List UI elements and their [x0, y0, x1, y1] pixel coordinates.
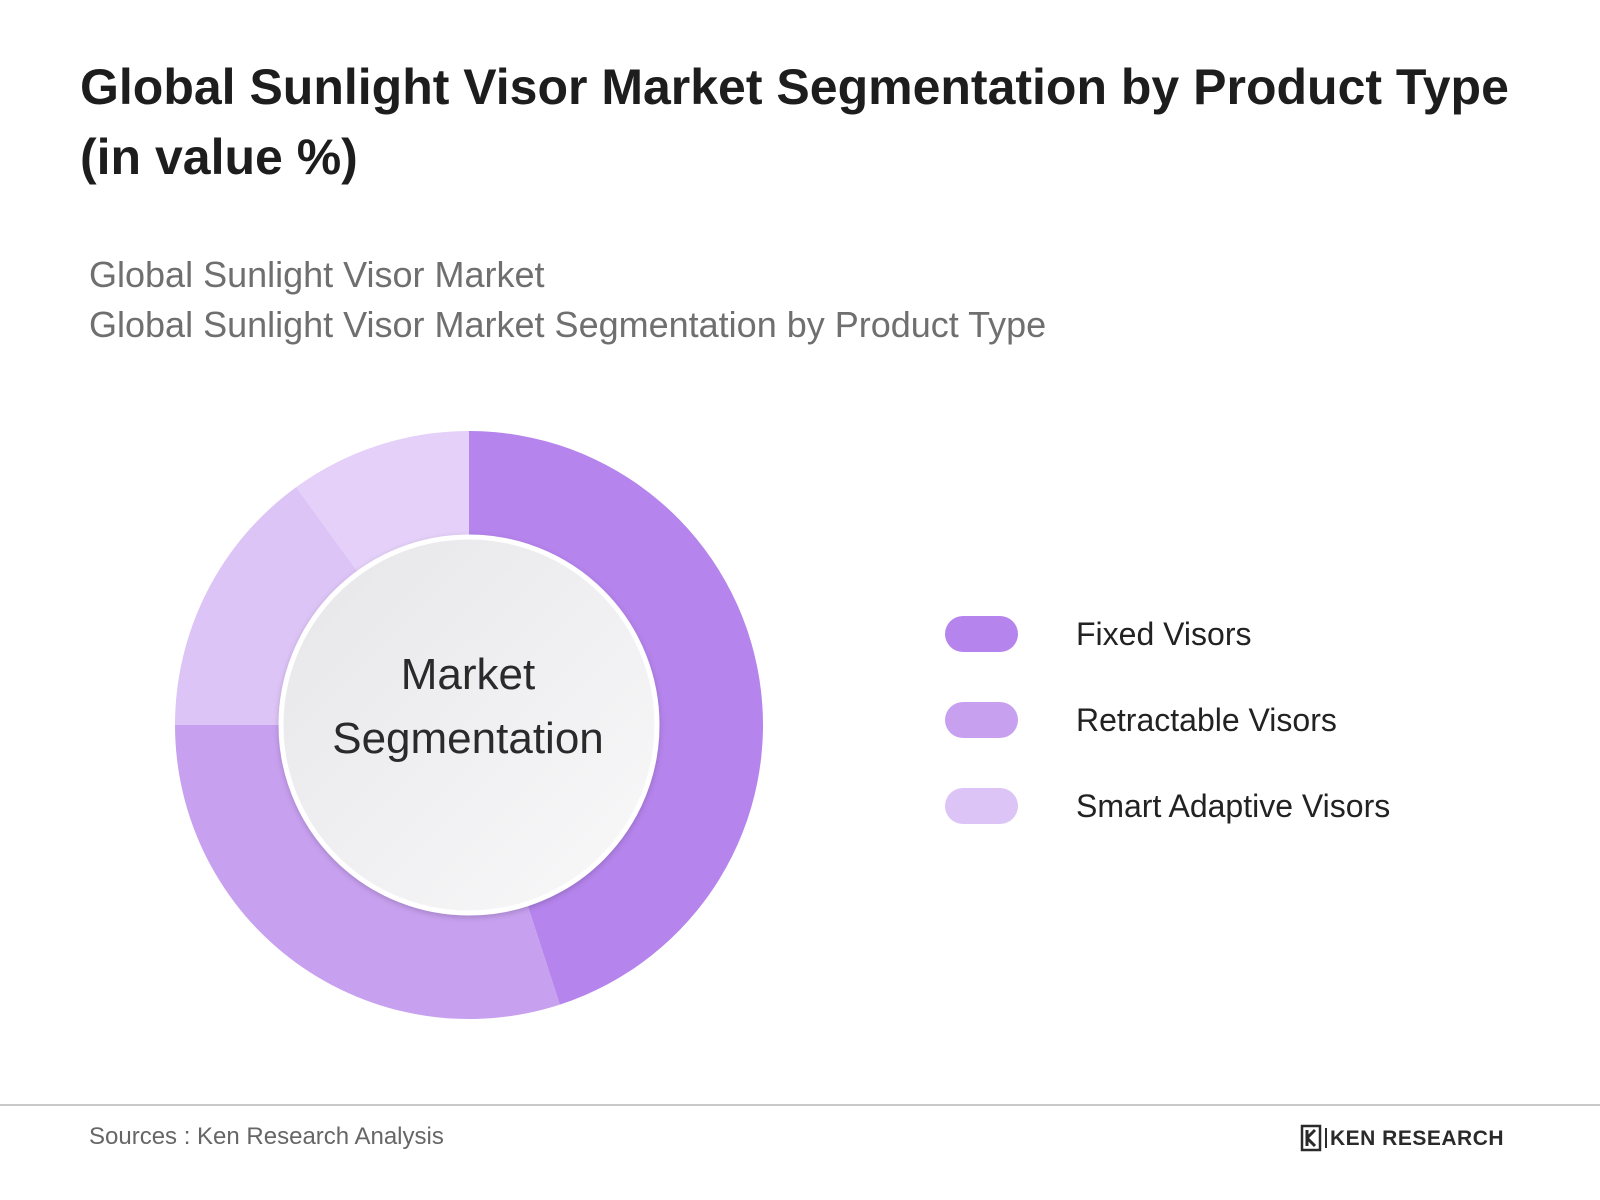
center-label-line-1: Market: [400, 650, 536, 699]
legend-swatch-retractable: [945, 702, 1018, 738]
footer-divider: [0, 1104, 1600, 1106]
donut-slices: [174, 431, 763, 1019]
chart-subtitle: Global Sunlight Visor Market Global Sunl…: [89, 250, 1489, 350]
donut-hub: [278, 534, 660, 916]
legend-label-smart: Smart Adaptive Visors: [1076, 788, 1391, 824]
subtitle-line-2: Global Sunlight Visor Market Segmentatio…: [89, 304, 1047, 345]
page-title: Global Sunlight Visor Market Segmentatio…: [80, 59, 1509, 185]
legend-label-retractable: Retractable Visors: [1076, 702, 1337, 738]
center-label-line-2: Segmentation: [332, 714, 604, 763]
donut-center-label: Market Segmentation: [283, 643, 653, 771]
ken-research-logo-icon: [1300, 1124, 1322, 1152]
legend-swatch-fixed: [945, 616, 1018, 652]
donut-slice-smart-adaptive-visors-2: [296, 431, 469, 572]
donut-slice-fixed-visors: [469, 431, 763, 1005]
brand-name: KEN RESEARCH: [1330, 1127, 1505, 1150]
brand-separator: [1325, 1128, 1327, 1148]
legend-swatch-smart: [945, 788, 1018, 824]
donut-slice-smart-adaptive-visors-1: [175, 487, 358, 725]
legend-label-fixed: Fixed Visors: [1076, 616, 1252, 652]
sources-note: Sources : Ken Research Analysis: [89, 1123, 444, 1150]
donut-slice-retractable-visors: [174, 725, 560, 1019]
subtitle-line-1: Global Sunlight Visor Market: [89, 254, 545, 295]
